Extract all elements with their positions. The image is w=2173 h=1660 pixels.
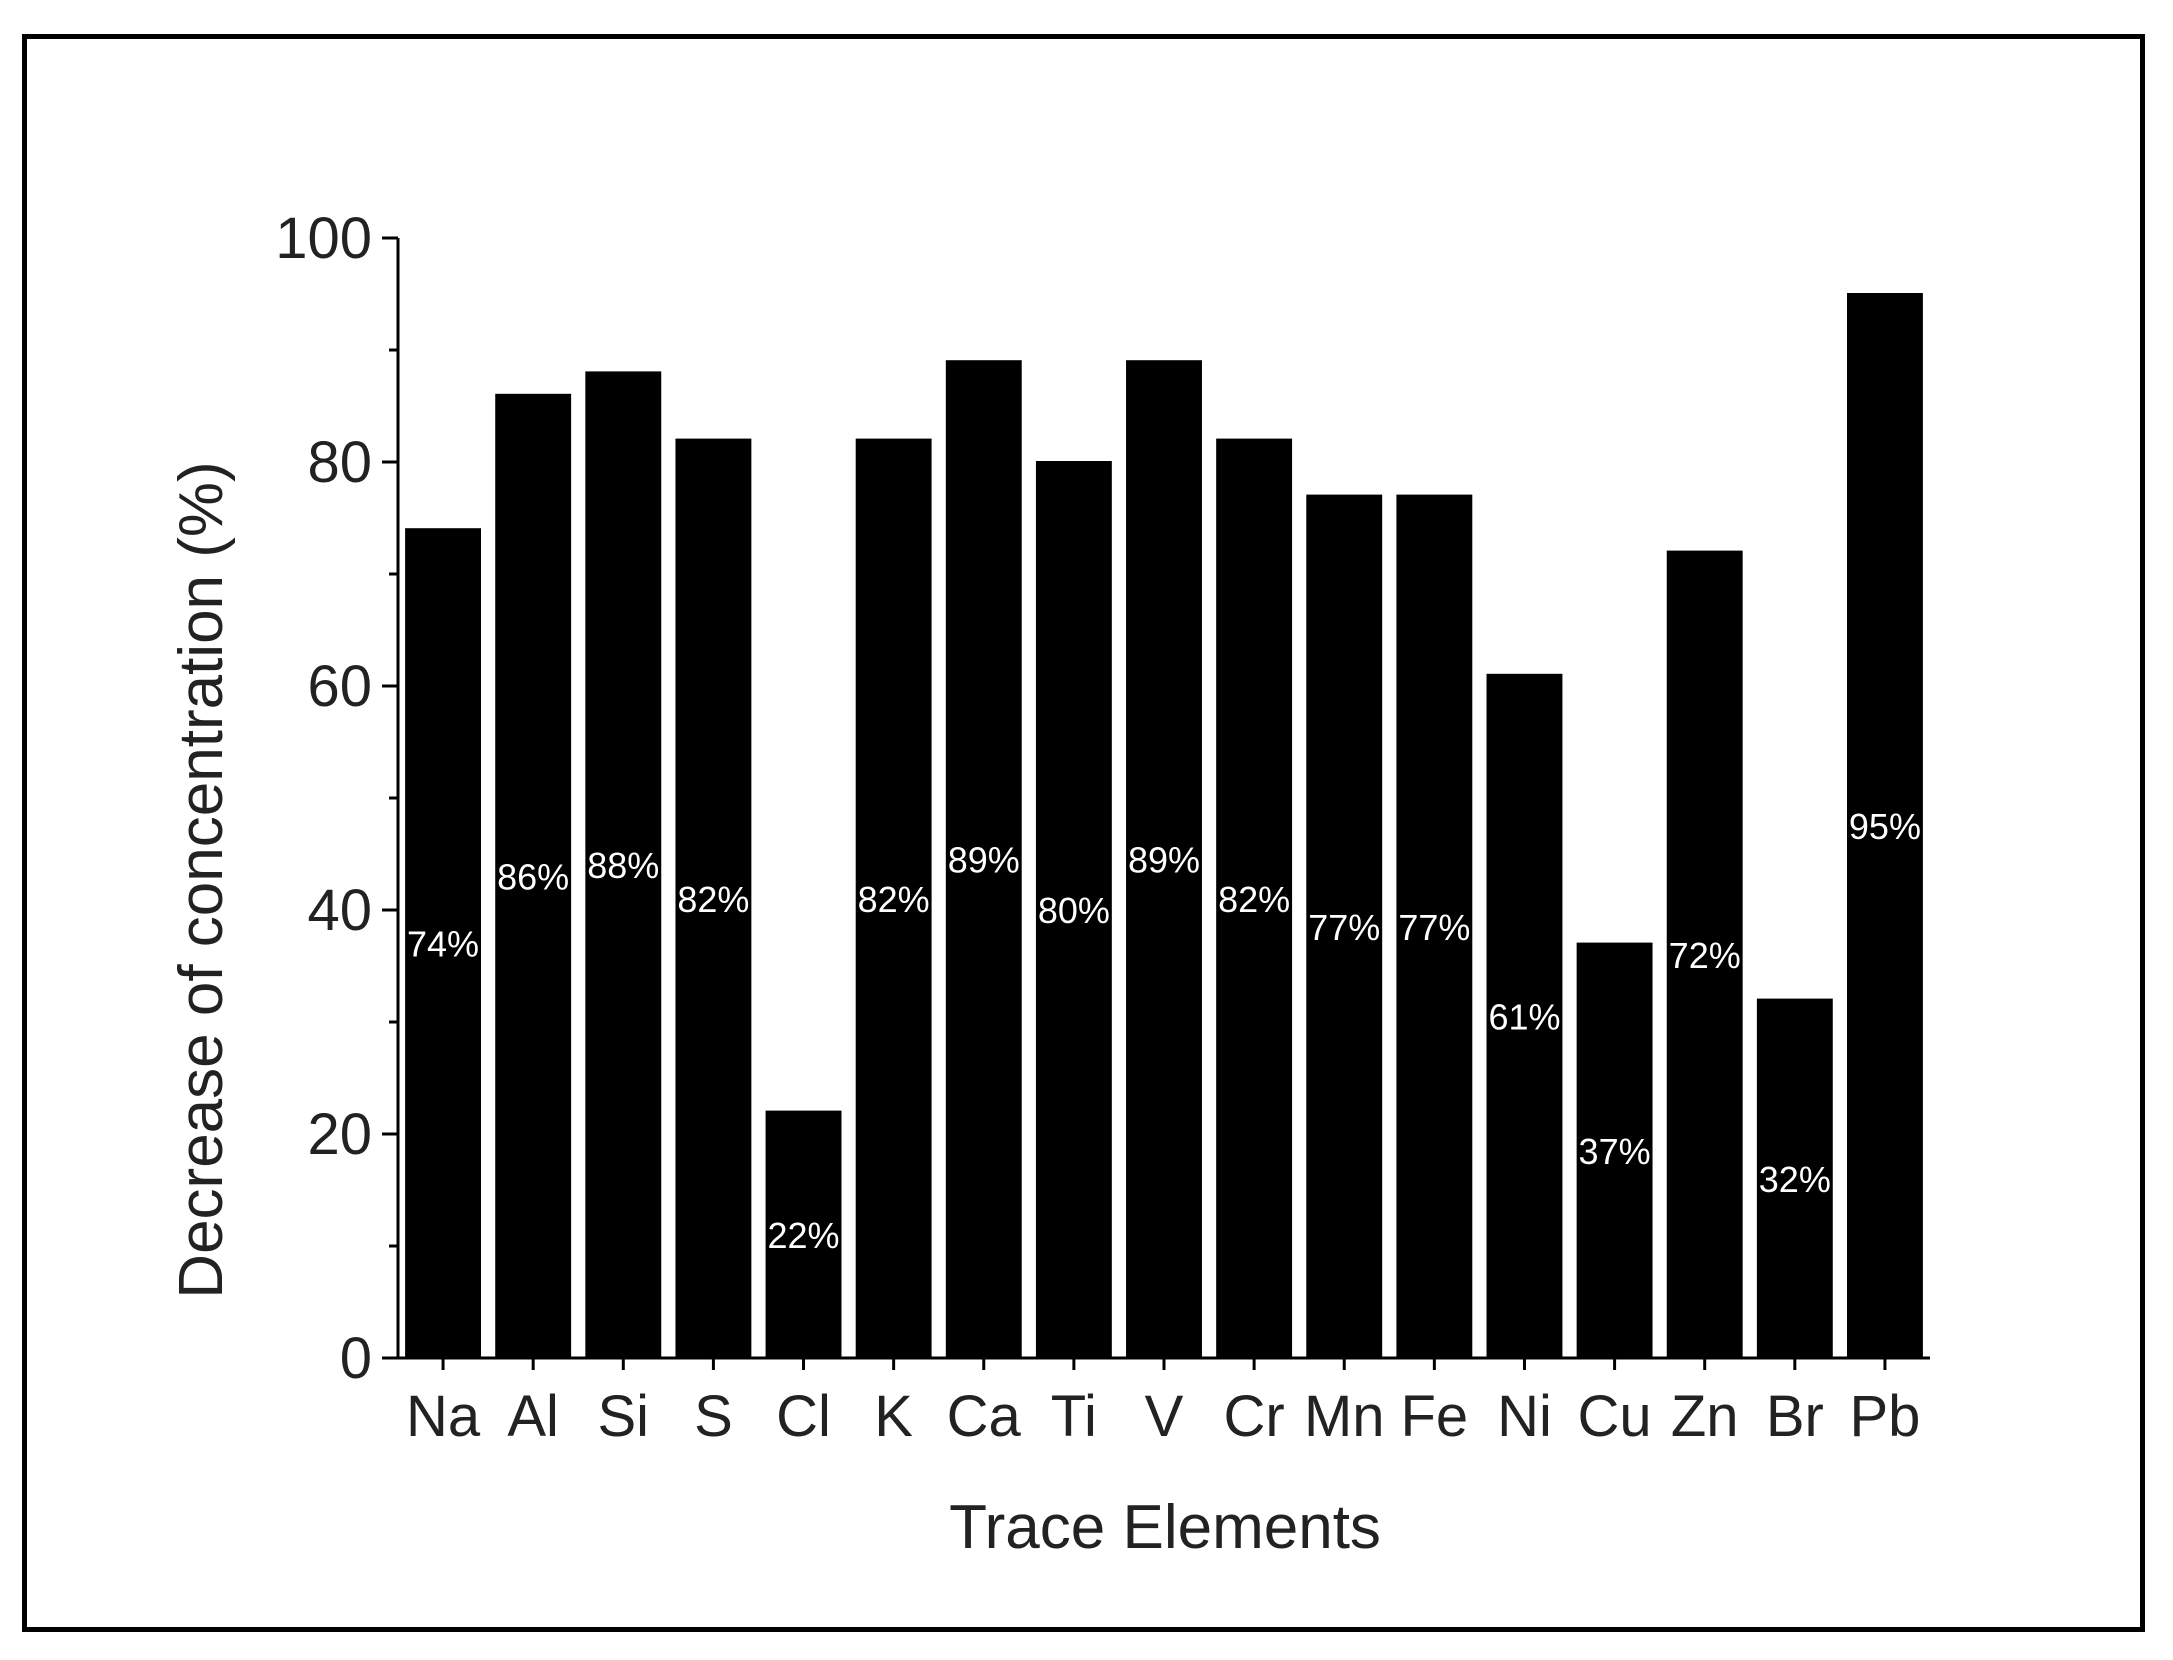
data-label: 22%	[767, 1215, 839, 1256]
data-label: 61%	[1488, 996, 1560, 1037]
y-tick-label: 80	[307, 430, 372, 495]
data-label: 88%	[587, 845, 659, 886]
x-tick-label: Br	[1766, 1384, 1824, 1449]
x-tick-label: K	[874, 1384, 913, 1449]
x-tick-label: Zn	[1671, 1384, 1739, 1449]
x-tick-label: Mn	[1304, 1384, 1385, 1449]
bar-br	[1756, 998, 1833, 1359]
bar-al	[495, 393, 572, 1359]
y-tick-label: 40	[307, 878, 372, 943]
data-label: 32%	[1759, 1159, 1831, 1200]
data-label: 74%	[407, 924, 479, 965]
data-label: 77%	[1398, 907, 1470, 948]
data-label: 77%	[1308, 907, 1380, 948]
x-tick-label: Cr	[1224, 1384, 1285, 1449]
x-tick-label: Fe	[1401, 1384, 1469, 1449]
x-tick-label: S	[694, 1384, 733, 1449]
bar-cr	[1216, 438, 1293, 1360]
bars-group	[405, 293, 1923, 1360]
data-label: 37%	[1579, 1131, 1651, 1172]
bar-cl	[765, 1110, 842, 1359]
bar-na	[405, 528, 482, 1359]
x-tick-label: Ca	[947, 1384, 1022, 1449]
bar-v	[1126, 360, 1202, 1359]
x-tick-label: Cl	[776, 1384, 831, 1449]
data-label: 72%	[1669, 935, 1741, 976]
x-axis-title: Trace Elements	[949, 1493, 1381, 1562]
y-tick-label: 0	[340, 1326, 372, 1391]
data-label: 89%	[1128, 840, 1200, 881]
y-axis-title: Decrease of concentration (%)	[167, 461, 236, 1298]
bar-mn	[1306, 494, 1383, 1360]
data-label: 89%	[948, 840, 1020, 881]
x-tick-label: Si	[598, 1384, 650, 1449]
bar-ca	[945, 360, 1022, 1359]
data-labels-group: 74% 86% 88% 82% 22% 82% 89% 80% 89% 82% 77% 77% 61% 3…	[407, 806, 1921, 1256]
y-tick-label: 20	[307, 1102, 372, 1167]
data-label: 86%	[497, 856, 569, 897]
data-label: 82%	[1218, 879, 1290, 920]
x-tick-label: Pb	[1849, 1384, 1920, 1449]
data-label: 80%	[1038, 890, 1110, 931]
data-label: 95%	[1849, 806, 1921, 847]
x-tick-label: Cu	[1578, 1384, 1652, 1449]
bar-zn	[1666, 550, 1743, 1359]
y-tick-label: 60	[307, 654, 372, 719]
bar-pb	[1846, 293, 1923, 1359]
data-label: 82%	[858, 879, 930, 920]
y-tick-label: 100	[275, 206, 372, 271]
x-tick-label: Ni	[1497, 1384, 1552, 1449]
bar-si	[585, 371, 662, 1359]
bar-ni	[1486, 673, 1563, 1359]
x-tick-label: V	[1145, 1384, 1184, 1449]
x-tick-label: Al	[507, 1384, 559, 1449]
y-ticks-group: 0 20 40 60 80 100	[275, 206, 398, 1391]
x-tick-label: Na	[406, 1384, 481, 1449]
x-tick-label: Ti	[1051, 1384, 1097, 1449]
x-ticks-group: Na Al Si S Cl K Ca Ti V Cr Mn Fe Ni Cu Zn Br Pb	[406, 1358, 1920, 1449]
data-label: 82%	[677, 879, 749, 920]
